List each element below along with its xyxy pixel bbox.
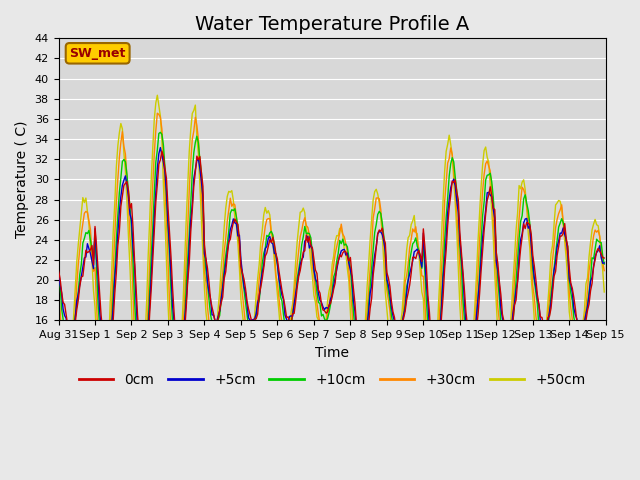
Y-axis label: Temperature ( C): Temperature ( C) (15, 120, 29, 238)
X-axis label: Time: Time (315, 346, 349, 360)
Title: Water Temperature Profile A: Water Temperature Profile A (195, 15, 469, 34)
Text: SW_met: SW_met (70, 47, 126, 60)
Legend: 0cm, +5cm, +10cm, +30cm, +50cm: 0cm, +5cm, +10cm, +30cm, +50cm (73, 367, 591, 393)
